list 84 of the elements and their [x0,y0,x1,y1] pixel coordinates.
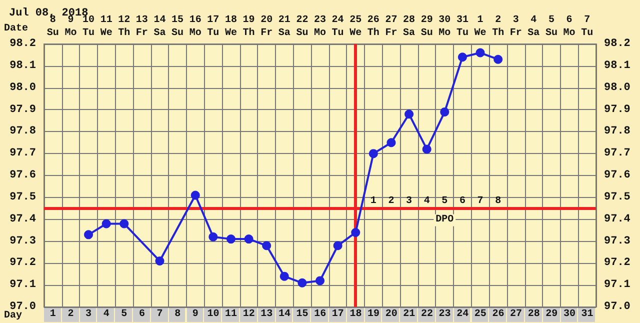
x-tick-label: 12 Th [118,15,130,39]
y-tick-label: 98.0 [10,82,36,94]
y2-tick-label: 98.0 [604,82,630,94]
y-tick-label: 97.0 [10,301,36,313]
y2-tick-label: 97.6 [604,170,630,182]
x-tick-label: 6 Mo [563,15,576,39]
x-tick-label: 18 We [224,15,237,39]
x-tick-label: 17 Tu [207,15,220,39]
y2-tick-label: 98.1 [604,60,631,72]
x-tick-label: 4 Sa [528,15,540,39]
point [244,234,254,244]
point [155,256,164,266]
x-tick-label: 3 Fr [510,15,522,39]
point [494,54,503,64]
y2-tick-label: 97.1 [604,279,631,292]
x-tick-label: 10 Tu [82,15,95,39]
x-tick-label: 30 Mo [438,15,451,39]
x-tick-label: 21 Sa [278,15,290,39]
x-tick-label: 23 Mo [314,15,326,39]
y-tick-label: 97.2 [10,257,36,270]
y-tick-label: 97.5 [10,191,36,204]
point [120,219,129,228]
point [262,241,272,250]
x-tick-label: 9 Mo [64,15,77,39]
y-tick-label: 97.8 [10,126,36,138]
y-tick-label: 97.1 [10,279,36,292]
y2-tick-label: 97.3 [604,235,631,248]
point [333,241,342,250]
point [280,272,289,281]
x-tick-label: 24 Tu [332,15,344,39]
point [298,278,307,288]
annotation: DPO [436,214,454,226]
y2-tick-label: 97.0 [604,301,630,313]
x-tick-label: 29 Su [420,15,433,39]
x-tick-label: 22 Su [296,15,308,39]
x-tick-label: 14 Sa [154,15,166,39]
x-tick-label: 11 We [100,15,112,39]
y2-tick-label: 97.2 [604,257,630,270]
y2-tick-label: 97.8 [604,126,631,138]
x-tick-label: 2 Th [492,15,504,39]
annotation: 1 2 3 4 5 6 7 8 [369,196,502,208]
y2-tick-label: 97.4 [604,213,631,226]
x-tick-label: 26 Th [367,15,380,39]
x-tick-label: 13 Fr [136,15,148,39]
point [190,190,200,200]
x-tick-label: 28 Sa [403,15,416,39]
x-tick-label: 31 Tu [456,15,468,39]
y-tick-label: 97.7 [10,148,36,160]
x-tick-label: 5 Su [545,15,558,39]
x-tick-label: 19 Th [242,15,255,39]
x-tick-label: 16 Mo [189,15,202,39]
x-tick-label: 27 Fr [385,15,398,39]
point [368,149,378,158]
text: Date [4,24,28,34]
y2-tick-label: 97.9 [604,104,630,116]
point [84,230,94,240]
point [208,232,218,242]
x-tick-label: 1 We [474,15,486,39]
point [386,138,396,148]
x-tick-label: 25 We [350,15,362,39]
x-tick-label: 15 Su [172,15,184,39]
point [458,52,467,62]
y-tick-label: 97.4 [10,213,36,226]
text: Day [4,310,22,322]
point [316,276,324,286]
point [440,107,450,116]
y2-tick-label: 97.7 [604,148,630,160]
y-tick-label: 97.3 [10,235,36,248]
point [422,144,432,154]
point [102,219,111,228]
point [404,110,414,119]
y2-tick-label: 98.2 [604,38,630,50]
point [351,228,360,237]
point [476,48,485,58]
y-tick-label: 98.1 [10,60,36,72]
x-tick-label: 7 Tu [581,15,594,39]
y-tick-label: 97.6 [10,170,36,182]
x-tick-label: 20 Fr [260,15,273,39]
y-tick-label: 98.2 [10,38,36,50]
point [226,234,236,244]
y-tick-label: 97.9 [10,104,36,116]
y2-tick-label: 97.5 [604,191,631,204]
x-tick-label: 8 Su [46,15,59,39]
text: 1 2 3 4 5 6 7 8 9 10 11 12 13 14 15 16 17 18 19 20 21 22 23 24 25 26 27 28 29 30 31 [50,309,594,320]
